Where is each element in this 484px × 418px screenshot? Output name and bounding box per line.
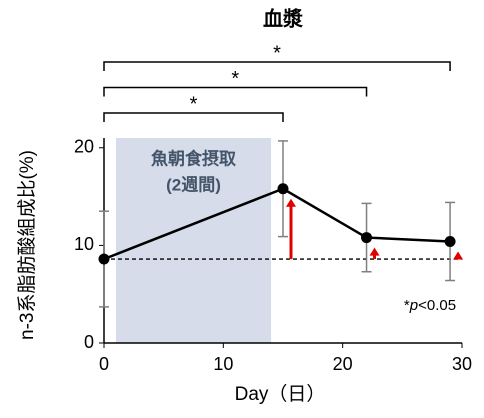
intervention-label: 魚朝食摂取 [151,148,236,168]
x-axis-label: Day（日） [235,383,326,405]
data-point [98,253,110,265]
arrow-head [453,251,464,260]
significance-star: * [273,42,281,64]
x-tick-label: 20 [333,354,353,374]
y-tick-label: 0 [84,332,94,352]
intervention-label: (2週間) [166,175,221,194]
y-tick-label: 20 [74,137,94,157]
chart-title: 血漿 [263,6,304,30]
y-tick-label: 10 [74,234,94,254]
x-tick-label: 10 [213,354,233,374]
data-point [277,183,289,195]
significance-bracket [103,61,451,71]
significance-note: *p<0.05 [404,297,456,314]
data-line [103,187,451,261]
x-tick-label: 0 [99,354,109,374]
data-point [361,232,373,244]
y-axis-label: n-3系脂肪酸組成比(%) [16,150,38,340]
arrow-head [369,247,380,256]
x-tick-label: 30 [452,354,472,374]
note-rest: <0.05 [418,297,456,314]
note-star: * [404,297,410,314]
intervention-period [115,138,272,343]
significance-star: * [231,68,239,90]
arrow-head [286,198,296,207]
significance-bracket [103,86,368,97]
note-p: p [409,297,418,314]
data-point [444,235,456,247]
significance-star: * [190,93,198,115]
significance-bracket [103,112,284,122]
